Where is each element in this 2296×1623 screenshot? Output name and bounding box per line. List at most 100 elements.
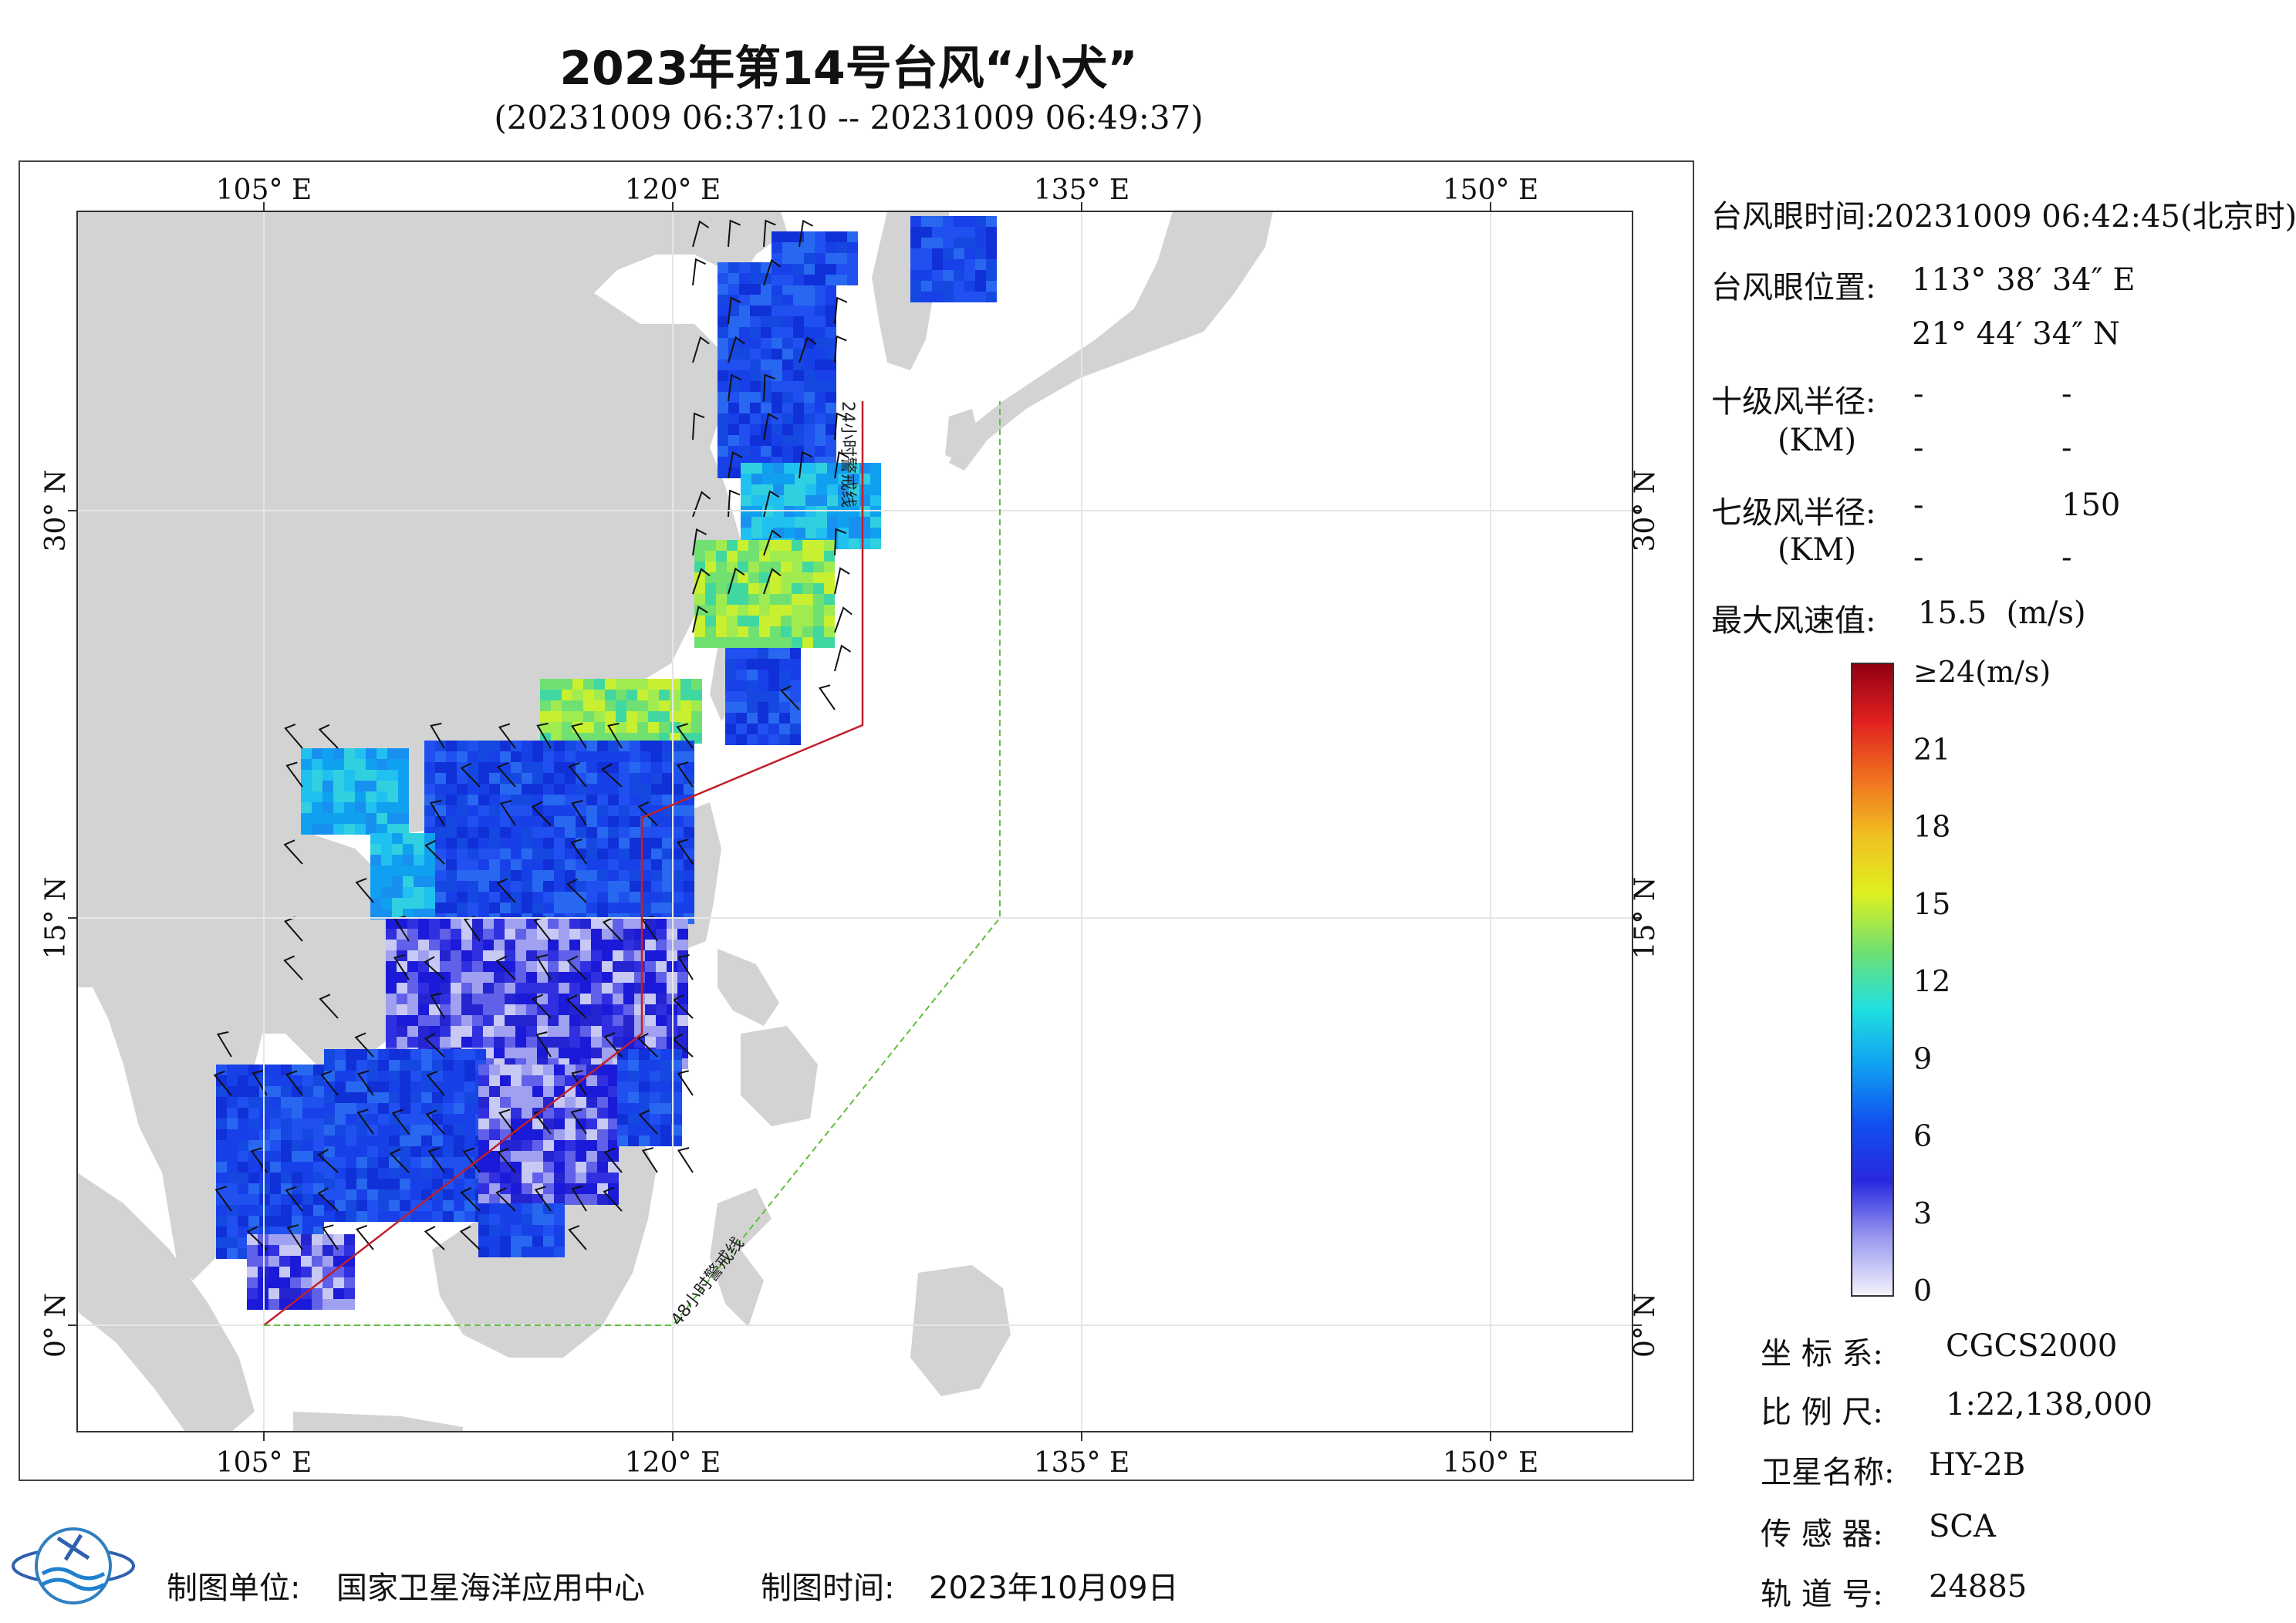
wind-cell (684, 892, 694, 903)
wind-cell (270, 1173, 281, 1183)
lon-label-top-120: 120° E (625, 174, 721, 206)
wind-cell (751, 484, 762, 495)
wind-cell (387, 759, 398, 770)
wind-cell (748, 594, 759, 605)
wind-cell (773, 463, 784, 474)
wind-cell (346, 1200, 356, 1211)
wind-cell (605, 711, 616, 722)
wind-cell (302, 1129, 313, 1140)
wind-cell (526, 994, 537, 1004)
wind-cell (238, 1227, 248, 1237)
wind-cell (824, 551, 835, 562)
wind-cell (781, 572, 792, 583)
wind-cell (559, 950, 569, 961)
wind-cell (728, 284, 739, 295)
wind-cell (543, 1162, 554, 1173)
wind-cell (435, 849, 446, 859)
wind-barb (252, 1069, 268, 1096)
wind-barb (532, 994, 552, 1019)
wind-cell (443, 1060, 454, 1071)
wind-cell (292, 1216, 302, 1227)
wind-cell (551, 679, 562, 690)
wind-cell (312, 759, 322, 770)
wind-cell (640, 849, 651, 859)
wind-cell (793, 446, 804, 457)
wind-cell (943, 248, 954, 259)
wind-barb (568, 761, 587, 788)
wind-cell (768, 724, 779, 734)
wind-cell (736, 670, 747, 680)
wind-cell (500, 1236, 511, 1247)
wind-cell (739, 392, 750, 403)
wind-cell (429, 929, 440, 940)
wind-cell (290, 1256, 301, 1267)
wind-cell (565, 1151, 576, 1162)
wind-cell (370, 855, 381, 865)
colorbar-tick-label: 3 (1913, 1196, 1932, 1230)
wind-cell (630, 849, 640, 859)
wind-cell (446, 849, 457, 859)
wind-cell (718, 370, 728, 381)
wind-cell (761, 403, 772, 413)
wind-barb (603, 1032, 623, 1058)
wind-cell (816, 528, 827, 538)
wind-cell (793, 359, 804, 370)
wind-barb (692, 606, 708, 633)
wind-barb (317, 1187, 339, 1212)
wind-cell (671, 1081, 682, 1092)
wind-barb (424, 839, 445, 865)
wind-cell (580, 929, 591, 940)
wind-cell (565, 816, 576, 827)
wind-cell (537, 1026, 548, 1037)
wind-cell (802, 572, 813, 583)
wind-cell (554, 1065, 565, 1075)
wind-cell (543, 805, 554, 816)
wind-cell (738, 626, 748, 637)
wind-cell (608, 1086, 619, 1097)
wind-cell (344, 1234, 355, 1245)
wind-cell (630, 859, 640, 870)
wind-cell (597, 1129, 608, 1140)
wind-cell (472, 1037, 483, 1048)
max-wind-label: 最大风速值: (1711, 603, 1876, 639)
wind-cell (376, 748, 387, 759)
wind-cell (397, 972, 407, 983)
wind-cell (975, 259, 986, 270)
wind-cell (381, 844, 392, 855)
wind-cell (677, 972, 688, 983)
wind-cell (770, 594, 781, 605)
wind-cell (270, 1151, 281, 1162)
wind-cell (522, 1173, 532, 1183)
wind-cell (335, 1179, 346, 1189)
wind-cell (716, 594, 727, 605)
wind-cell (651, 762, 662, 773)
wind-cell (543, 1129, 554, 1140)
wind-cell (451, 929, 461, 940)
wind-barb (637, 1032, 658, 1058)
wind-cell (505, 972, 515, 983)
wind-cell (543, 892, 554, 903)
wind-cell (761, 284, 772, 295)
wind-cell (827, 495, 838, 506)
wind-barb (424, 1033, 445, 1058)
wind-cell (586, 1065, 597, 1075)
wind-cell (472, 983, 483, 994)
axis-ticks (68, 202, 1642, 1441)
wind-cell (301, 770, 312, 781)
wind-cell (543, 827, 554, 838)
sensor-value: SCA (1929, 1509, 1996, 1544)
wind-cell (281, 1086, 292, 1097)
wind-cell (464, 1114, 475, 1125)
wind-cell (576, 773, 586, 784)
wind-cell (847, 253, 858, 264)
wind-cell (526, 1048, 537, 1058)
wind-cell (758, 648, 768, 659)
wind-cell (367, 1135, 378, 1146)
wind-cell (824, 540, 835, 551)
wind-cell (859, 538, 870, 549)
wind-barb (834, 567, 850, 595)
wind-cell (238, 1173, 248, 1183)
wind-cell (324, 1211, 335, 1222)
wind-cell (651, 816, 662, 827)
wind-cell (576, 1151, 586, 1162)
